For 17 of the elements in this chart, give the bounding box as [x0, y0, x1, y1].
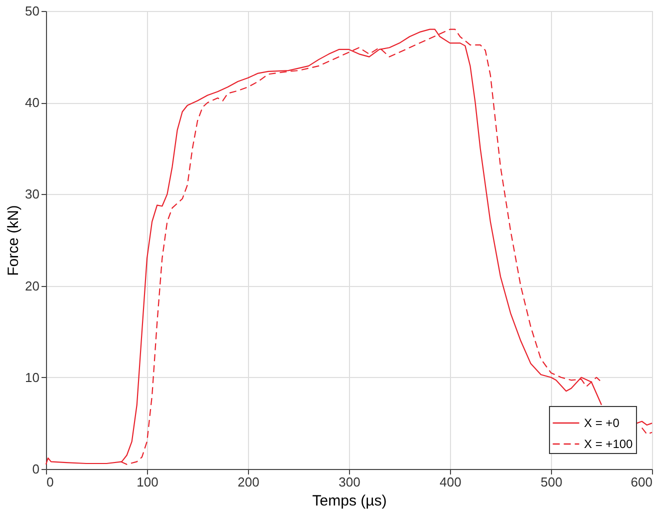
x-tick-label: 600	[630, 474, 652, 490]
x-axis-title: Temps (µs)	[312, 492, 387, 510]
x-tick-label: 200	[238, 474, 260, 490]
y-tick-label: 30	[25, 186, 40, 202]
x-tick-label: 300	[338, 474, 360, 490]
y-tick-label: 10	[25, 370, 40, 385]
y-tick-label: 40	[25, 95, 40, 110]
y-tick-label: 20	[25, 278, 40, 294]
x-tick-label: 100	[136, 474, 158, 490]
x-tick-label: 500	[540, 474, 562, 490]
x-tick-label: 0	[46, 474, 54, 490]
y-axis-title: Force (kN)	[5, 205, 22, 276]
y-tick-label: 0	[32, 462, 40, 476]
legend-label: X = +0	[584, 416, 620, 430]
y-tick-label: 50	[25, 4, 40, 18]
x-tick-label: 400	[440, 474, 462, 490]
legend-label: X = +100	[584, 437, 634, 451]
